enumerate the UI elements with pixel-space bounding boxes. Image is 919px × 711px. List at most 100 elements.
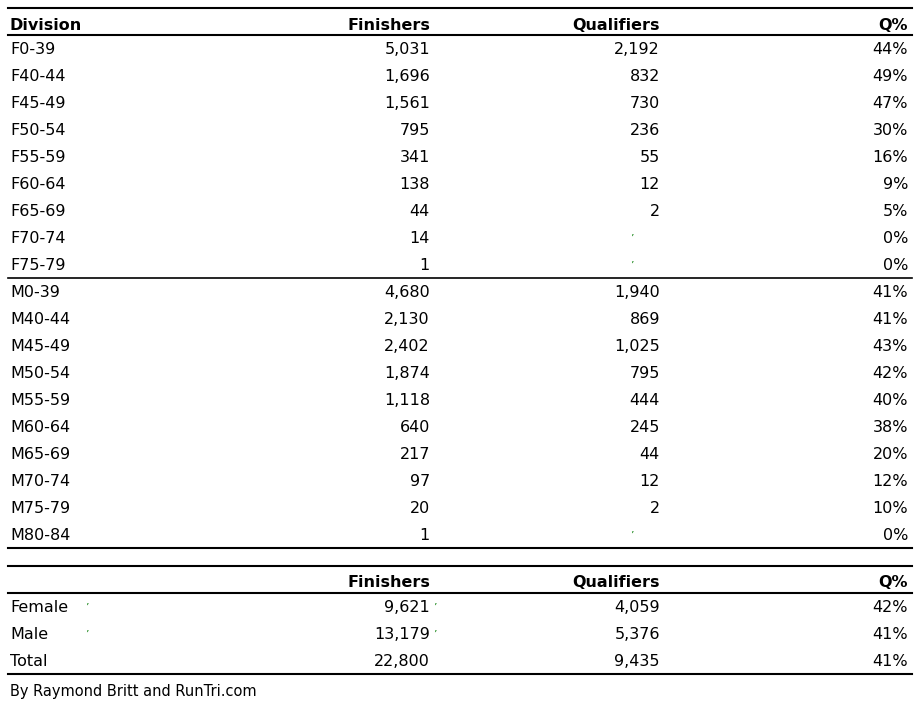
Text: 138: 138 [399, 177, 429, 193]
Text: 9%: 9% [881, 177, 907, 193]
Text: 38%: 38% [871, 420, 907, 435]
Text: 43%: 43% [872, 339, 907, 354]
Text: 730: 730 [630, 97, 659, 112]
Text: 30%: 30% [872, 123, 907, 139]
Text: 0%: 0% [881, 528, 907, 543]
Text: M55-59: M55-59 [10, 393, 70, 408]
Text: 42%: 42% [871, 600, 907, 615]
Text: 22,800: 22,800 [374, 654, 429, 669]
Text: Division: Division [10, 18, 82, 33]
Text: 47%: 47% [871, 97, 907, 112]
Text: 9,621: 9,621 [384, 600, 429, 615]
Text: ’: ’ [85, 630, 88, 640]
Text: 0%: 0% [881, 231, 907, 246]
Text: F40-44: F40-44 [10, 70, 65, 85]
Text: 869: 869 [629, 312, 659, 327]
Text: M70-74: M70-74 [10, 474, 70, 489]
Text: Female: Female [10, 600, 68, 615]
Text: 2,130: 2,130 [384, 312, 429, 327]
Text: F70-74: F70-74 [10, 231, 65, 246]
Text: 2: 2 [649, 501, 659, 516]
Text: M40-44: M40-44 [10, 312, 70, 327]
Text: M75-79: M75-79 [10, 501, 70, 516]
Text: ’: ’ [433, 630, 436, 640]
Text: 217: 217 [399, 447, 429, 462]
Text: 5,376: 5,376 [614, 627, 659, 642]
Text: Q%: Q% [878, 574, 907, 589]
Text: Finishers: Finishers [346, 574, 429, 589]
Text: 12: 12 [639, 177, 659, 193]
Text: 41%: 41% [871, 285, 907, 300]
Text: Finishers: Finishers [346, 18, 429, 33]
Text: 1,118: 1,118 [383, 393, 429, 408]
Text: M45-49: M45-49 [10, 339, 70, 354]
Text: 44%: 44% [871, 43, 907, 58]
Text: 1,874: 1,874 [384, 366, 429, 381]
Text: M60-64: M60-64 [10, 420, 70, 435]
Text: 2,192: 2,192 [614, 43, 659, 58]
Text: M50-54: M50-54 [10, 366, 70, 381]
Text: 245: 245 [629, 420, 659, 435]
Text: Male: Male [10, 627, 48, 642]
Text: Qualifiers: Qualifiers [572, 574, 659, 589]
Text: 14: 14 [409, 231, 429, 246]
Text: 49%: 49% [871, 70, 907, 85]
Text: ’: ’ [630, 261, 633, 271]
Text: 42%: 42% [871, 366, 907, 381]
Text: 0%: 0% [881, 258, 907, 273]
Text: 41%: 41% [871, 627, 907, 642]
Text: 341: 341 [399, 150, 429, 166]
Text: 1: 1 [419, 528, 429, 543]
Text: Q%: Q% [878, 18, 907, 33]
Text: Total: Total [10, 654, 48, 669]
Text: 795: 795 [399, 123, 429, 139]
Text: 20%: 20% [871, 447, 907, 462]
Text: 55: 55 [639, 150, 659, 166]
Text: 13,179: 13,179 [374, 627, 429, 642]
Text: 444: 444 [629, 393, 659, 408]
Text: 12: 12 [639, 474, 659, 489]
Text: 832: 832 [629, 70, 659, 85]
Text: 20: 20 [409, 501, 429, 516]
Text: 12%: 12% [871, 474, 907, 489]
Text: ’: ’ [85, 603, 88, 613]
Text: 236: 236 [630, 123, 659, 139]
Text: 4,680: 4,680 [384, 285, 429, 300]
Text: ’: ’ [630, 234, 633, 244]
Text: 5%: 5% [881, 204, 907, 220]
Text: 97: 97 [409, 474, 429, 489]
Text: By Raymond Britt and RunTri.com: By Raymond Britt and RunTri.com [10, 684, 256, 699]
Text: F75-79: F75-79 [10, 258, 65, 273]
Text: 10%: 10% [871, 501, 907, 516]
Text: M80-84: M80-84 [10, 528, 70, 543]
Text: Qualifiers: Qualifiers [572, 18, 659, 33]
Text: 16%: 16% [871, 150, 907, 166]
Text: 2: 2 [649, 204, 659, 220]
Text: 41%: 41% [871, 654, 907, 669]
Text: 5,031: 5,031 [384, 43, 429, 58]
Text: 44: 44 [409, 204, 429, 220]
Text: 2,402: 2,402 [384, 339, 429, 354]
Text: 795: 795 [629, 366, 659, 381]
Text: 9,435: 9,435 [614, 654, 659, 669]
Text: ’: ’ [630, 531, 633, 541]
Text: M65-69: M65-69 [10, 447, 70, 462]
Text: 1,025: 1,025 [614, 339, 659, 354]
Text: F0-39: F0-39 [10, 43, 55, 58]
Text: ’: ’ [433, 603, 436, 613]
Text: F65-69: F65-69 [10, 204, 65, 220]
Text: 1,561: 1,561 [384, 97, 429, 112]
Text: F45-49: F45-49 [10, 97, 65, 112]
Text: M0-39: M0-39 [10, 285, 60, 300]
Text: 44: 44 [639, 447, 659, 462]
Text: 41%: 41% [871, 312, 907, 327]
Text: F50-54: F50-54 [10, 123, 65, 139]
Text: 4,059: 4,059 [614, 600, 659, 615]
Text: 1,940: 1,940 [614, 285, 659, 300]
Text: 40%: 40% [871, 393, 907, 408]
Text: 1,696: 1,696 [384, 70, 429, 85]
Text: 1: 1 [419, 258, 429, 273]
Text: 640: 640 [399, 420, 429, 435]
Text: F60-64: F60-64 [10, 177, 65, 193]
Text: F55-59: F55-59 [10, 150, 65, 166]
